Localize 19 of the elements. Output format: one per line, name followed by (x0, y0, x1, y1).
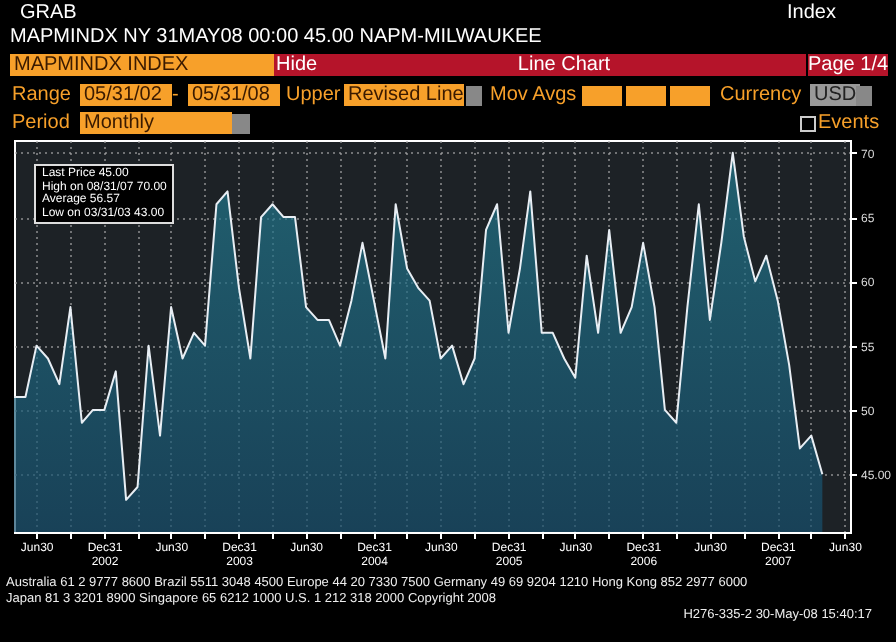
text: 05/31/08 (188, 84, 280, 106)
text: Page 1/4 (808, 54, 889, 76)
text: Monthly (80, 112, 232, 134)
text: Hide (272, 54, 324, 76)
text: GRAB (20, 2, 77, 24)
text: Line Chart (322, 54, 806, 76)
text: Upper (286, 84, 341, 106)
chart-subtitle: MAPMINDX INDEX (10, 54, 274, 76)
text: Period (12, 112, 70, 134)
text: Mov Avgs (490, 84, 577, 106)
text: 05/31/02 (80, 84, 172, 106)
text: Index (787, 2, 836, 24)
text: USD (810, 84, 861, 106)
text: Revised Line (344, 84, 464, 106)
text: Range (12, 84, 71, 106)
text: Currency (720, 84, 802, 106)
chart-title: MAPMINDX NY 31MAY08 00:00 45.00 NAPM-MILWAUKEE (10, 26, 542, 48)
text: Events (818, 112, 880, 134)
text: - (172, 84, 179, 106)
